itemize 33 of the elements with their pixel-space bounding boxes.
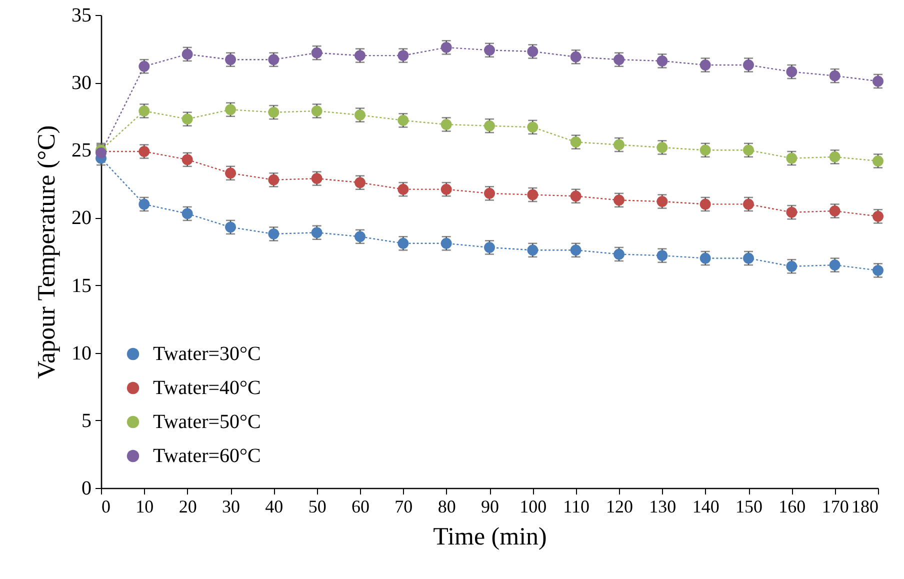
x-tick-label: 150 <box>736 496 762 516</box>
legend-label: Twater=60°C <box>153 445 261 467</box>
legend-label: Twater=30°C <box>153 343 261 365</box>
x-tick-label: 100 <box>520 496 547 516</box>
x-tick-label: 130 <box>649 496 676 516</box>
y-tick-label: 15 <box>72 274 92 297</box>
x-tick-label: 70 <box>394 496 413 516</box>
x-tick-label: 170 <box>822 496 849 516</box>
y-tick-label: 20 <box>72 207 92 230</box>
y-tick-label: 10 <box>72 342 92 364</box>
legend-label: Twater=40°C <box>153 377 261 399</box>
x-tick-label: 10 <box>136 496 154 516</box>
x-tick-label: 110 <box>563 496 590 516</box>
y-tick-label: 30 <box>72 72 92 94</box>
y-tick-label: 25 <box>72 140 92 162</box>
y-tick-label: 0 <box>82 478 92 500</box>
x-tick-label: 60 <box>352 496 370 516</box>
legend-label: Twater=50°C <box>153 411 261 433</box>
y-tick-label: 35 <box>72 4 92 26</box>
x-tick-label: 90 <box>481 496 499 516</box>
x-tick-label: 0 <box>102 496 110 516</box>
x-tick-label: 140 <box>692 496 720 516</box>
x-tick-label: 40 <box>265 496 284 516</box>
x-tick-label: 80 <box>438 496 456 516</box>
x-tick-label: 50 <box>308 496 326 516</box>
x-tick-label: 20 <box>178 496 197 516</box>
y-tick-label: 5 <box>82 410 92 432</box>
x-tick-label: 160 <box>778 496 806 516</box>
x-tick-label: 180 <box>852 496 878 516</box>
x-axis-title: Time (min) <box>433 524 547 550</box>
x-tick-label: 30 <box>222 496 240 516</box>
y-axis-title: Vapour Temperature (°C) <box>34 125 60 379</box>
x-tick-label: 120 <box>606 496 633 516</box>
